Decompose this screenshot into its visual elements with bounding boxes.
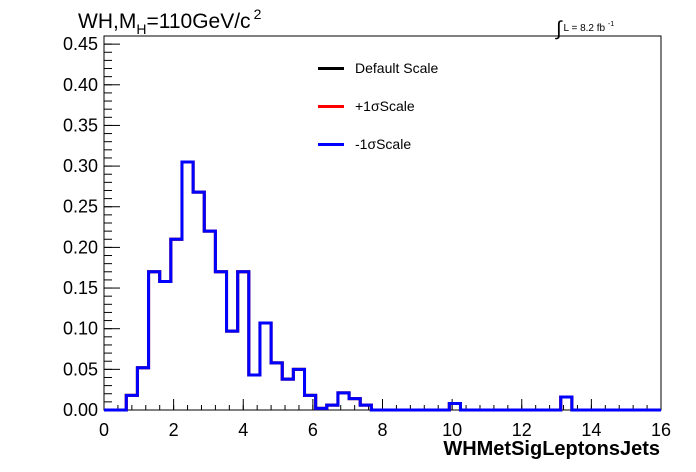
legend-item-default: Default Scale [318, 58, 438, 78]
legend-line-default [318, 66, 344, 70]
title-prefix: WH,M [78, 10, 137, 33]
x-tick-label: 4 [238, 420, 248, 440]
plot-frame [103, 35, 662, 411]
axes: 0 2 4 6 8 10 12 14 16 0.00 0.05 0.10 0.15 0.20 0.25 0.3… [63, 34, 671, 440]
y-tick-label: 0.05 [63, 359, 98, 379]
legend-label-minus: -1σScale [355, 136, 412, 152]
series-line-2 [104, 160, 661, 412]
series-line-1 [104, 160, 661, 412]
x-tick-label: 14 [581, 420, 601, 440]
title-superscript: 2 [253, 6, 262, 22]
x-tick-label: 12 [512, 420, 532, 440]
x-tick-label: 8 [377, 420, 387, 440]
y-tick-label: 0.20 [63, 237, 98, 257]
y-tick-label: 0.00 [63, 400, 98, 420]
y-tick-label: 0.40 [63, 75, 98, 95]
series-group [104, 160, 661, 412]
title-subscript: H [136, 21, 147, 37]
y-tick-label: 0.30 [63, 156, 98, 176]
y-tick-label: 0.10 [63, 319, 98, 339]
x-tick-label: 10 [442, 420, 462, 440]
luminosity-text: L = 8.2 fb [563, 23, 606, 34]
legend-label-default: Default Scale [355, 60, 439, 76]
x-tick-label: 6 [308, 420, 318, 440]
legend-item-plus: +1σScale [318, 96, 415, 116]
x-axis-label: WHMetSigLeptonsJets [443, 438, 660, 460]
y-tick-label: 0.45 [63, 34, 98, 54]
legend-line-minus [318, 142, 344, 146]
x-tick-label: 16 [651, 420, 671, 440]
legend-item-minus: -1σScale [318, 134, 411, 154]
integral-symbol: ∫ [556, 18, 562, 40]
plot-title: WH,MH=110GeV/c 2 [78, 6, 261, 37]
y-tick-label: 0.15 [63, 278, 98, 298]
legend-line-plus [318, 104, 344, 108]
luminosity-label: ∫ L = 8.2 fb -1 [556, 14, 615, 40]
x-tick-label: 2 [169, 420, 179, 440]
y-tick-label: 0.35 [63, 115, 98, 135]
title-value: =110GeV/c [146, 10, 251, 33]
x-tick-label: 0 [99, 420, 109, 440]
legend-label-plus: +1σScale [355, 98, 415, 114]
luminosity-unit-exponent: -1 [607, 21, 615, 28]
y-tick-label: 0.25 [63, 197, 98, 217]
series-line-0 [104, 160, 661, 412]
